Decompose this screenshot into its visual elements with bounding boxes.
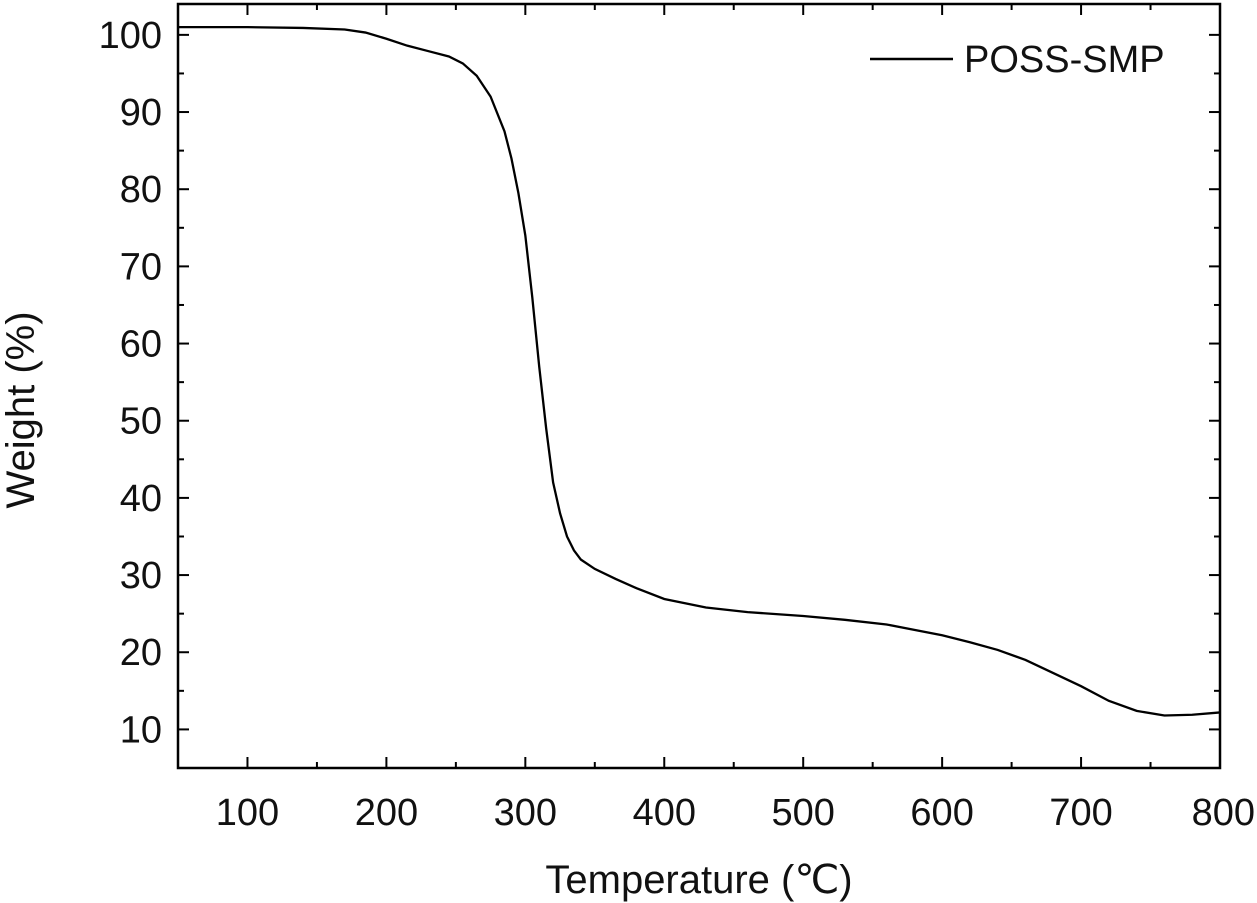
plot-frame <box>176 2 1222 770</box>
y-axis-tick-labels: 10 20 30 40 50 60 70 80 90 100 <box>99 15 162 752</box>
y-tick-label: 60 <box>120 324 162 366</box>
x-axis-title: Temperature (℃) <box>545 858 852 902</box>
x-tick-label: 800 <box>1192 792 1255 834</box>
y-tick-label: 40 <box>120 478 162 520</box>
y-tick-label: 30 <box>120 555 162 597</box>
x-axis-ticks <box>177 4 1221 768</box>
y-axis-title: Weight (%) <box>0 311 43 508</box>
x-tick-label: 300 <box>494 792 557 834</box>
y-tick-label: 70 <box>120 246 162 288</box>
x-tick-label: 500 <box>771 792 834 834</box>
y-tick-label: 100 <box>99 15 162 57</box>
y-tick-label: 20 <box>120 632 162 674</box>
y-tick-label: 10 <box>120 709 162 751</box>
legend: POSS-SMP <box>870 39 1165 81</box>
x-axis-tick-labels: 100 200 300 400 500 600 700 800 <box>216 792 1255 834</box>
y-tick-label: 90 <box>120 92 162 134</box>
y-tick-label: 50 <box>120 401 162 443</box>
x-tick-label: 200 <box>355 792 418 834</box>
x-tick-label: 600 <box>910 792 973 834</box>
legend-entry-poss-smp: POSS-SMP <box>964 39 1165 81</box>
x-tick-label: 700 <box>1049 792 1112 834</box>
x-tick-label: 400 <box>633 792 696 834</box>
y-tick-label: 80 <box>120 169 162 211</box>
x-tick-label: 100 <box>216 792 279 834</box>
y-axis-ticks <box>178 33 1220 769</box>
series-line-poss-smp <box>178 26 1221 717</box>
